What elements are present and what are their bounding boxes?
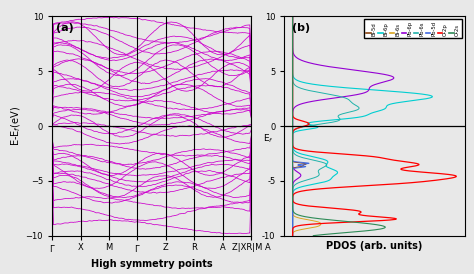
X-axis label: PDOS (arb. units): PDOS (arb. units)	[326, 241, 423, 251]
X-axis label: High symmetry points: High symmetry points	[91, 259, 212, 269]
Y-axis label: E-E$_f$(eV): E-E$_f$(eV)	[9, 106, 23, 146]
Legend: Bi-5d, Bi-6p, Bi-6s, Pb-6p, Pb-6s, Pb-5d, O-2p, O-2s: Bi-5d, Bi-6p, Bi-6s, Pb-6p, Pb-6s, Pb-5d…	[365, 19, 462, 38]
Text: E$_f$: E$_f$	[263, 132, 274, 145]
Text: (a): (a)	[56, 23, 74, 33]
Text: (b): (b)	[292, 23, 310, 33]
